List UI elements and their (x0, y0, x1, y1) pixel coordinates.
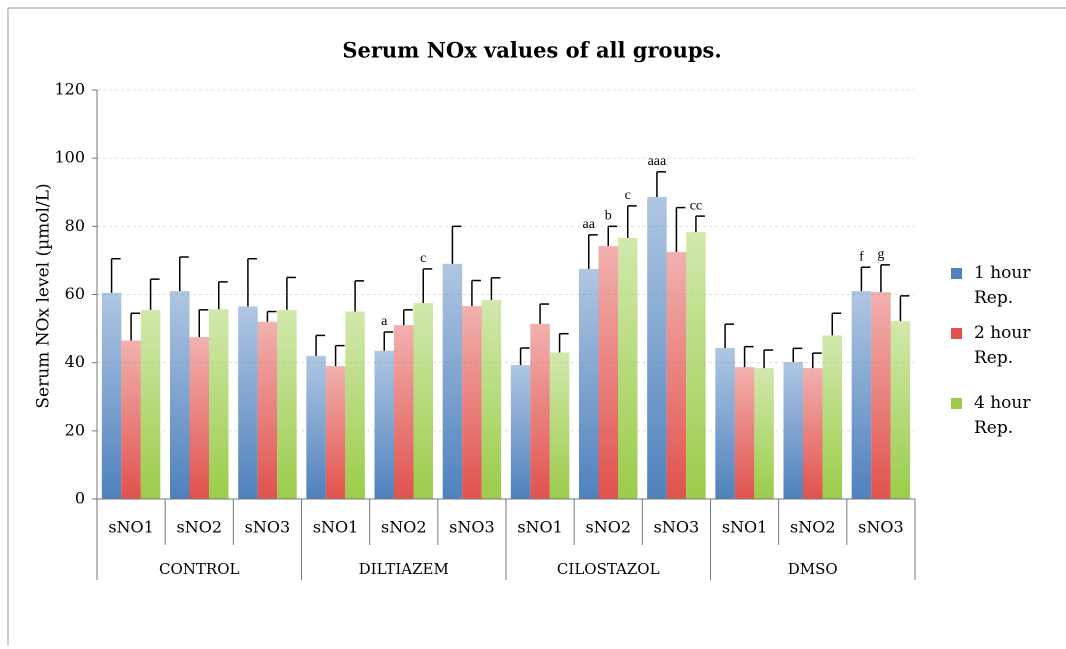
bar (325, 366, 346, 499)
bar (462, 306, 482, 499)
annotation: b (605, 209, 612, 224)
annotation: cc (690, 198, 702, 213)
bar (442, 263, 463, 499)
y-tick-label: 40 (65, 352, 85, 371)
annotation: aaa (648, 154, 667, 169)
bar (618, 237, 638, 499)
x-tick-label: sNO2 (585, 518, 631, 537)
bar (851, 291, 872, 499)
bar (374, 350, 394, 499)
y-tick-label: 0 (75, 489, 85, 508)
x-tick-label: sNO1 (517, 518, 563, 537)
legend-label: 1 hour Rep. (974, 263, 1031, 308)
x-tick-label: sNO3 (245, 518, 291, 537)
bar (871, 292, 891, 499)
bar (783, 361, 803, 499)
legend-label: 4 hour Rep. (974, 393, 1031, 438)
bar (209, 309, 229, 499)
group-label: CONTROL (159, 560, 239, 578)
bar (510, 365, 531, 499)
x-tick-label: sNO2 (176, 518, 222, 537)
bar (598, 246, 618, 499)
bar (189, 337, 209, 499)
bar (238, 306, 258, 499)
x-tick-label: sNO3 (858, 518, 904, 537)
x-tick-label: sNO3 (654, 518, 700, 537)
bar (754, 368, 774, 499)
annotation: aa (583, 217, 596, 232)
x-tick-label: sNO1 (108, 518, 154, 537)
bar (686, 232, 706, 499)
y-tick-label: 60 (65, 284, 85, 303)
y-tick-label: 20 (65, 420, 85, 439)
bar (170, 291, 190, 499)
x-tick-label: sNO1 (722, 518, 768, 537)
annotation: c (625, 188, 631, 203)
bar (803, 368, 823, 499)
bar (394, 325, 414, 499)
legend-label: 2 hour Rep. (974, 323, 1031, 368)
y-tick-label: 100 (54, 148, 85, 167)
bar (890, 321, 911, 499)
y-tick-label: 80 (65, 216, 85, 235)
bar (345, 311, 365, 499)
bar (666, 251, 687, 499)
x-tick-label: sNO3 (449, 518, 495, 537)
annotation: g (877, 247, 884, 262)
annotation: c (420, 251, 426, 266)
bar (277, 309, 297, 499)
x-tick-label: sNO2 (381, 518, 427, 537)
group-label: CILOSTAZOL (557, 560, 660, 578)
bar (647, 197, 667, 499)
bar (579, 268, 599, 499)
bar (549, 352, 570, 499)
group-label: DILTIAZEM (359, 560, 449, 578)
bar (481, 299, 502, 499)
bar (530, 323, 550, 499)
y-tick-label: 120 (54, 80, 85, 99)
x-tick-label: sNO1 (313, 518, 359, 537)
bar (822, 335, 842, 499)
bar (715, 348, 735, 499)
bar (121, 340, 141, 499)
bar (101, 292, 122, 499)
group-label: DMSO (788, 560, 838, 578)
bar (413, 303, 433, 499)
bar (306, 355, 326, 499)
bar (140, 309, 161, 499)
legend-swatch (951, 268, 962, 279)
legend-swatch (951, 328, 962, 339)
legend-swatch (951, 398, 962, 409)
x-tick-label: sNO2 (790, 518, 836, 537)
bar (734, 367, 755, 499)
chart-title: Serum NOx values of all groups. (342, 38, 721, 63)
annotation: f (859, 249, 864, 264)
y-axis-title: Serum NOx level (µmol/L) (34, 183, 54, 408)
bar (257, 321, 278, 499)
annotation: a (381, 314, 388, 329)
